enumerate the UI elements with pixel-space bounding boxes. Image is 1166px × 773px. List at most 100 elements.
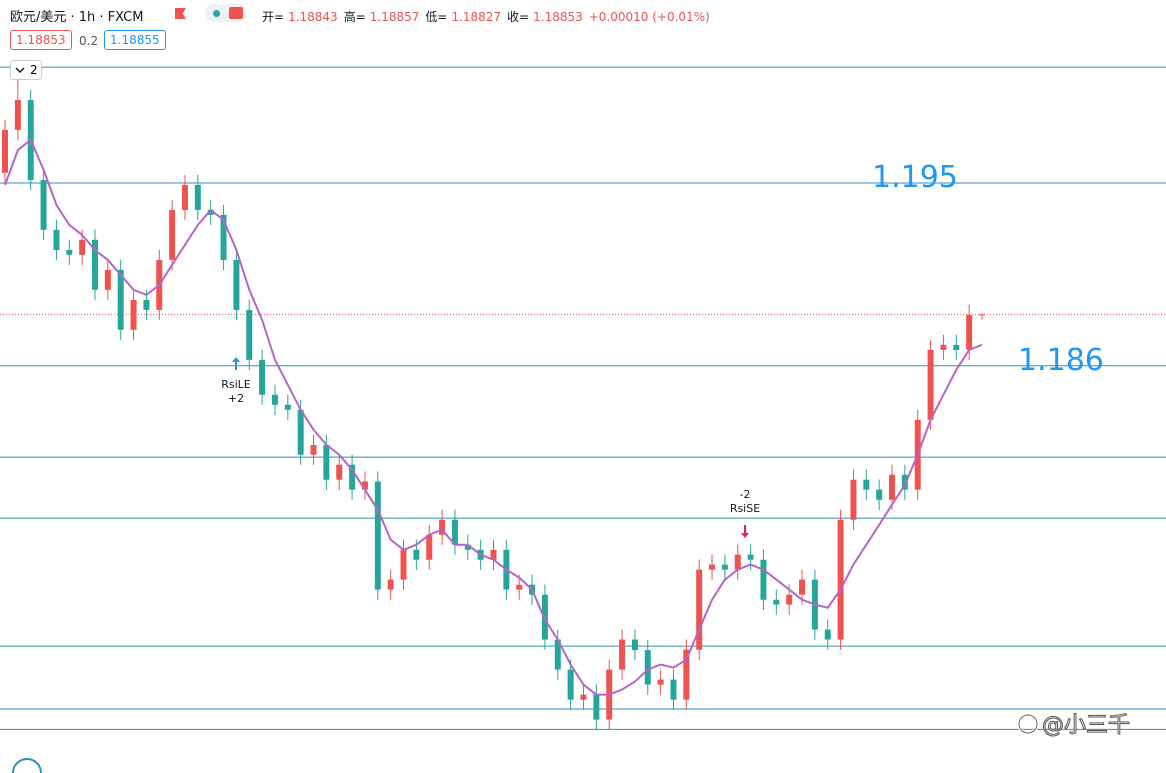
candle-body [889, 474, 896, 500]
candle-body [451, 519, 458, 545]
candle-body [66, 249, 73, 255]
candle-body [284, 404, 291, 410]
collapse-button[interactable]: 2 [10, 60, 42, 80]
bid-box[interactable]: 1.18853 [10, 30, 72, 50]
chevron-icon [15, 67, 25, 74]
ohlc-label: 高= [343, 10, 366, 24]
candle-body [181, 184, 188, 210]
ohlc-value: 1.18827 [451, 10, 502, 24]
candle-body [400, 549, 407, 580]
candle-body [619, 639, 626, 670]
candle-body [541, 594, 548, 640]
candle-body [143, 299, 150, 310]
ohlc-item: 高= 1.18857 [344, 10, 426, 24]
ohlc-value: 1.18843 [288, 10, 338, 24]
candle-body [567, 669, 574, 700]
candle-body [786, 594, 793, 605]
ohlc-value: 1.18857 [369, 10, 420, 24]
candle-body [104, 269, 111, 290]
candle-body [194, 184, 201, 210]
candle-body [901, 474, 908, 490]
candle-body [863, 479, 870, 490]
candle-body [824, 629, 831, 640]
ohlc-label: 开= [262, 10, 285, 24]
candle-body [760, 559, 767, 600]
signal-qty: +2 [228, 392, 244, 405]
candle-body [53, 229, 60, 250]
candle-body [259, 359, 266, 395]
candle-body [117, 269, 124, 330]
candle-body [374, 481, 381, 590]
candle-body [361, 481, 368, 490]
candle-body [876, 489, 883, 500]
candle-body [464, 544, 471, 550]
candle-body [683, 649, 690, 700]
candle-body [14, 100, 21, 130]
candle-body [349, 464, 356, 490]
ohlc-item: 开= 1.18843 [262, 10, 344, 24]
candle-body [747, 554, 754, 560]
moving-average-line [4, 138, 983, 696]
candle-body [966, 314, 973, 350]
candle-body [297, 409, 304, 455]
candle-body [580, 694, 587, 700]
candle-body [721, 564, 728, 570]
ohlc-item: 低= 1.18827 [425, 10, 507, 24]
ohlc-label: 收= [507, 10, 530, 24]
candle-body [490, 549, 497, 560]
candle-body [696, 569, 703, 650]
candle-body [271, 394, 278, 405]
candle-body [79, 239, 86, 255]
candle-body [657, 679, 664, 685]
level-label: 1.195 [872, 160, 958, 195]
signal-arrow [741, 525, 749, 538]
candle-body [953, 344, 960, 350]
candle-body [631, 639, 638, 651]
candle-body [644, 650, 651, 685]
signal-label: RsiSE [730, 502, 760, 515]
candle-body [233, 259, 240, 310]
signal-qty: -2 [740, 488, 751, 501]
candle-body [979, 314, 985, 316]
candle-body [850, 479, 857, 520]
ask-box[interactable]: 1.18855 [104, 30, 166, 50]
candle-body [439, 519, 446, 535]
candle-body [91, 239, 98, 290]
candle-body [426, 534, 433, 560]
symbol-title[interactable]: 欧元/美元 · 1h · FXCM [10, 10, 144, 25]
candle-body [516, 584, 523, 590]
candle-body [2, 129, 8, 173]
signal-arrow [232, 357, 240, 370]
candle-body [927, 349, 934, 420]
spread: 0.2 [79, 34, 99, 48]
candle-body [773, 599, 780, 605]
candle-body [709, 564, 716, 570]
candle-body [336, 464, 343, 480]
status-toggle[interactable] [205, 4, 247, 22]
ohlc-readout: 开= 1.18843 高= 1.18857 低= 1.18827 收= 1.18853 +0.0… [262, 8, 716, 25]
candle-body [837, 519, 844, 640]
candle-body [670, 679, 677, 700]
level-label: 1.186 [1018, 343, 1104, 378]
watermark-logo [1018, 714, 1038, 734]
candle-body [220, 214, 227, 260]
ohlc-item: 收= 1.18853 [507, 10, 589, 24]
candle-body [169, 209, 176, 260]
candle-body [246, 309, 253, 360]
candle-body [593, 694, 600, 720]
candle-body [413, 549, 420, 560]
watermark: @小三千 [1042, 713, 1130, 738]
change-value: +0.00010 (+0.01%) [588, 10, 710, 24]
candle-body [387, 579, 394, 590]
candle-body [940, 344, 947, 350]
signal-label: RsiLE [221, 378, 251, 391]
flag-icon[interactable] [175, 8, 186, 19]
signal: RsiLE+2 [221, 357, 251, 405]
candle-body [799, 579, 806, 595]
collapse-count: 2 [30, 63, 38, 77]
ohlc-value: 1.18853 [533, 10, 583, 24]
candle-body [554, 639, 561, 670]
